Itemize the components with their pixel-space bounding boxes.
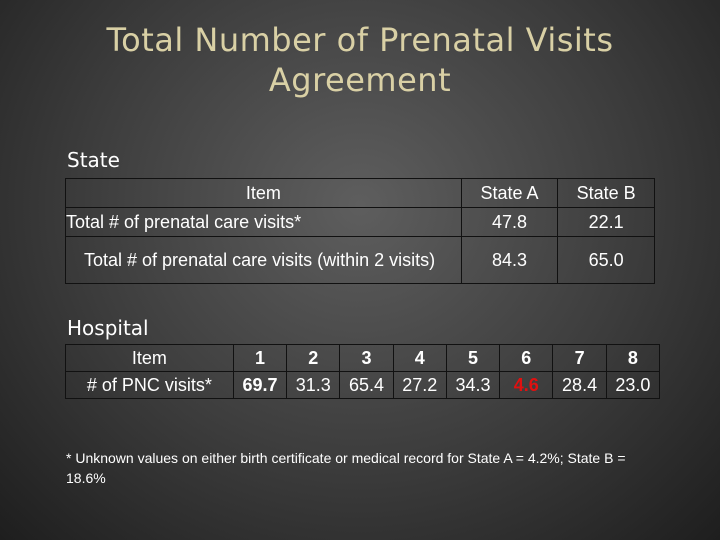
state-row-item: Total # of prenatal care visits* — [65, 207, 462, 237]
footnote: * Unknown values on either birth certifi… — [66, 450, 626, 486]
hospital-header-4: 4 — [392, 344, 447, 372]
state-row-state-b: 22.1 — [557, 207, 655, 237]
state-row-item: Total # of prenatal care visits (within … — [65, 236, 462, 284]
slide-title: Total Number of Prenatal Visits Agreemen… — [40, 20, 680, 100]
hospital-row-label: # of PNC visits* — [65, 371, 234, 399]
hospital-value-8: 23.0 — [605, 371, 661, 399]
hospital-table-header: Item 1 2 3 4 5 6 7 8 — [65, 344, 661, 372]
state-table-header: Item State A State B — [65, 178, 655, 208]
hospital-value-5: 34.3 — [445, 371, 501, 399]
state-row-state-b: 65.0 — [557, 236, 655, 284]
hospital-header-5: 5 — [445, 344, 501, 372]
hospital-header-2: 2 — [286, 344, 341, 372]
state-header-item: Item — [65, 178, 462, 208]
state-row-state-a: 84.3 — [460, 236, 559, 284]
title-line-1: Total Number of Prenatal Visits — [106, 21, 614, 59]
hospital-value-3: 65.4 — [339, 371, 394, 399]
state-row-state-a: 47.8 — [460, 207, 559, 237]
hospital-header-1: 1 — [232, 344, 288, 372]
hospital-value-1: 69.7 — [232, 371, 288, 399]
table-row: # of PNC visits* 69.7 31.3 65.4 27.2 34.… — [65, 371, 661, 399]
hospital-header-8: 8 — [605, 344, 661, 372]
table-row: Total # of prenatal care visits (within … — [65, 236, 655, 284]
hospital-value-4: 27.2 — [392, 371, 447, 399]
hospital-header-3: 3 — [339, 344, 394, 372]
state-section-label: State — [67, 148, 120, 172]
state-header-state-b: State B — [557, 178, 655, 208]
state-table: Item State A State B Total # of prenatal… — [65, 178, 655, 284]
state-header-state-a: State A — [460, 178, 559, 208]
hospital-header-6: 6 — [499, 344, 554, 372]
hospital-header-item: Item — [65, 344, 234, 372]
hospital-table: Item 1 2 3 4 5 6 7 8 # of PNC visits* 69… — [65, 344, 661, 399]
hospital-value-6: 4.6 — [499, 371, 554, 399]
hospital-section-label: Hospital — [67, 316, 149, 340]
hospital-header-7: 7 — [552, 344, 607, 372]
hospital-value-7: 28.4 — [552, 371, 607, 399]
hospital-value-2: 31.3 — [286, 371, 341, 399]
title-line-2: Agreement — [268, 61, 452, 99]
table-row: Total # of prenatal care visits* 47.8 22… — [65, 207, 655, 237]
